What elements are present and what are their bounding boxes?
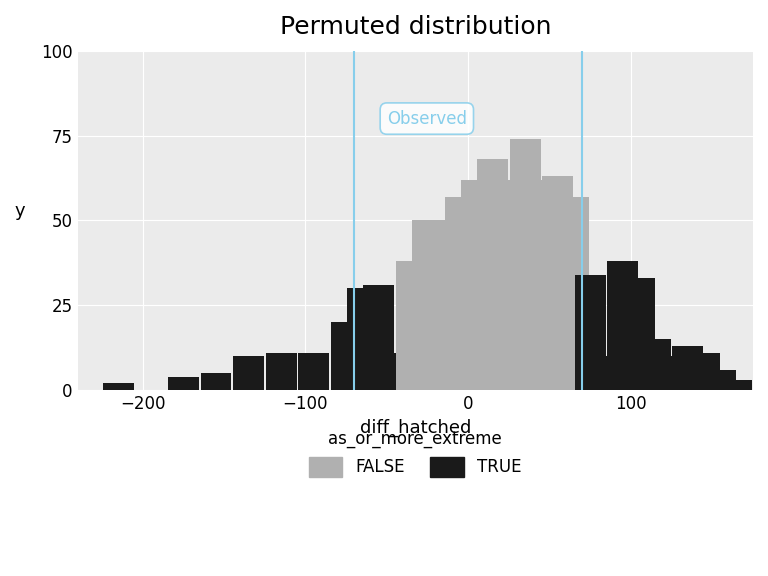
Bar (233, 356, 264, 390)
Bar (429, 221, 459, 390)
Legend: FALSE, TRUE: FALSE, TRUE (303, 423, 528, 484)
Bar (591, 356, 622, 390)
Bar (347, 289, 378, 390)
Bar (493, 180, 525, 390)
Bar (103, 384, 134, 390)
Bar (168, 377, 199, 390)
Bar (673, 346, 703, 390)
Bar (445, 196, 475, 390)
Y-axis label: y: y (15, 202, 25, 221)
Bar (266, 353, 296, 390)
Bar (607, 261, 638, 390)
Bar (689, 353, 720, 390)
Bar (331, 323, 362, 390)
Bar (526, 180, 557, 390)
Bar (656, 356, 687, 390)
Bar (721, 380, 752, 390)
Bar (298, 353, 329, 390)
Bar (542, 176, 573, 390)
Bar (510, 139, 541, 390)
Text: Observed: Observed (387, 109, 467, 127)
Bar (200, 373, 231, 390)
X-axis label: diff_hatched: diff_hatched (359, 419, 471, 437)
Bar (624, 278, 654, 390)
Bar (477, 160, 508, 390)
Bar (396, 261, 427, 390)
Bar (705, 370, 736, 390)
Bar (461, 180, 492, 390)
Bar (363, 285, 394, 390)
Bar (640, 339, 670, 390)
Bar (574, 275, 606, 390)
Bar (379, 353, 410, 390)
Title: Permuted distribution: Permuted distribution (280, 15, 551, 39)
Bar (412, 221, 443, 390)
Bar (558, 196, 590, 390)
